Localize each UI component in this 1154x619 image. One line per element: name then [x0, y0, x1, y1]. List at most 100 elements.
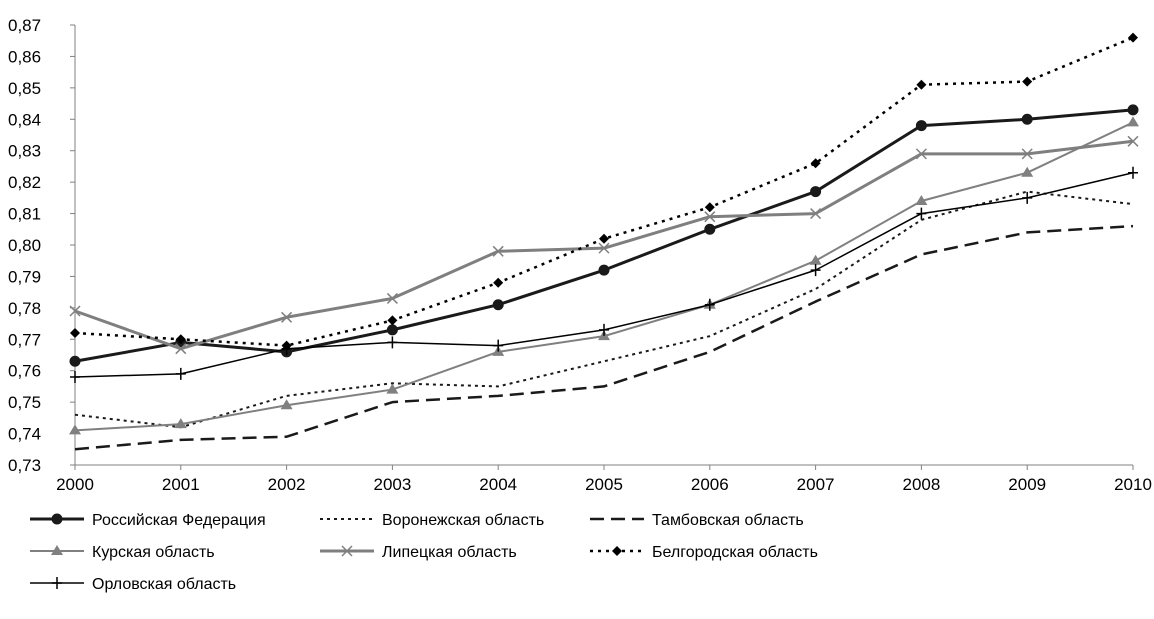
data-point — [1022, 191, 1033, 204]
legend-marker — [341, 545, 353, 557]
y-tick-label: 0,75 — [8, 393, 41, 412]
y-tick-label: 0,81 — [8, 205, 41, 224]
legend-item: Тамбовская область — [590, 512, 804, 529]
y-tick-label: 0,76 — [8, 362, 41, 381]
data-point — [704, 223, 716, 235]
data-point — [70, 371, 80, 383]
series-line — [74, 224, 1134, 451]
data-point — [1021, 166, 1034, 177]
y-tick-label: 0,73 — [8, 456, 41, 475]
data-point — [810, 264, 821, 277]
data-point — [175, 343, 187, 355]
data-point — [492, 245, 504, 257]
legend: Российская Федерация Воронежская область Т… — [30, 512, 818, 593]
legend-label: Курская область — [92, 544, 215, 561]
data-point — [1021, 148, 1033, 160]
legend-marker — [52, 577, 62, 589]
data-point — [599, 323, 609, 336]
data-point — [281, 311, 293, 323]
data-point — [386, 292, 398, 304]
x-tick-label: 2005 — [585, 475, 623, 494]
x-tick-label: 2002 — [268, 475, 306, 494]
data-point — [69, 355, 81, 367]
y-tick-label: 0,86 — [8, 47, 41, 66]
data-point — [69, 424, 81, 435]
y-tick-label: 0,78 — [8, 299, 41, 318]
data-point — [599, 233, 609, 244]
legend-item: Орловская область — [30, 576, 236, 593]
legend-item: Липецкая область — [320, 544, 517, 561]
legend-label: Орловская область — [92, 576, 236, 593]
data-point — [387, 336, 398, 349]
y-tick-label: 0,87 — [8, 16, 41, 35]
y-tick-label: 0,74 — [8, 425, 41, 444]
x-tick-label: 2006 — [691, 475, 729, 494]
data-point — [809, 254, 822, 265]
y-tick-label: 0,79 — [8, 267, 41, 286]
y-tick-label: 0,83 — [8, 142, 41, 161]
data-point — [1127, 116, 1139, 127]
legend-item: Курская область — [30, 544, 215, 561]
data-point — [916, 207, 927, 220]
series-6 — [70, 32, 1138, 351]
x-tick-label: 2001 — [162, 475, 200, 494]
series-7 — [70, 166, 1138, 383]
data-point — [1128, 32, 1138, 43]
data-point — [810, 208, 822, 220]
series-line — [74, 36, 1134, 347]
x-tick-label: 2010 — [1114, 475, 1152, 494]
data-point — [386, 383, 399, 394]
series-5 — [69, 135, 1139, 355]
x-tick-label: 2007 — [797, 475, 835, 494]
x-tick-label: 2004 — [479, 475, 517, 494]
legend-item: Воронежская область — [320, 512, 544, 529]
data-point — [915, 148, 927, 160]
data-point — [1127, 104, 1139, 116]
y-axis-ticks: 0,73 0,74 0,75 0,76 0,77 0,78 0,79 0,80 0,81 0,82… — [8, 16, 75, 475]
x-axis-ticks: 2000 2001 2002 2003 2004 2005 2006 2007 2008 2009… — [56, 465, 1152, 494]
y-tick-label: 0,80 — [8, 236, 41, 255]
data-point — [70, 328, 80, 338]
data-point — [810, 186, 822, 198]
data-point — [492, 299, 504, 311]
data-point — [1127, 135, 1139, 147]
series-1 — [69, 104, 1139, 367]
series-3 — [74, 224, 1134, 451]
data-point — [915, 120, 927, 132]
data-point — [916, 79, 927, 90]
legend-marker — [612, 546, 622, 556]
x-tick-label: 2009 — [1008, 475, 1046, 494]
series-line — [74, 190, 1134, 429]
data-point — [1021, 113, 1033, 125]
legend-item: Белгородская область — [590, 544, 818, 561]
y-tick-label: 0,82 — [8, 173, 41, 192]
legend-label: Российская Федерация — [92, 512, 266, 529]
data-point — [69, 305, 81, 317]
data-point — [1022, 76, 1033, 87]
y-tick-label: 0,85 — [8, 79, 41, 98]
data-point — [493, 339, 504, 352]
legend-label: Липецкая область — [382, 544, 517, 561]
data-point — [386, 324, 398, 336]
data-point — [704, 202, 715, 213]
data-point — [1128, 166, 1138, 179]
data-point — [598, 242, 610, 254]
y-tick-label: 0,77 — [8, 330, 41, 349]
series-lines — [69, 32, 1139, 451]
x-tick-label: 2008 — [902, 475, 940, 494]
legend-item: Российская Федерация — [30, 512, 266, 529]
series-2 — [74, 190, 1134, 429]
series-line — [74, 121, 1134, 432]
legend-marker — [51, 545, 63, 555]
data-point — [915, 195, 928, 205]
data-point — [174, 418, 187, 429]
data-point — [387, 315, 398, 326]
data-point — [281, 342, 292, 355]
data-point — [493, 277, 504, 288]
legend-label: Воронежская область — [382, 512, 544, 529]
data-point — [280, 399, 293, 410]
legend-label: Белгородская область — [652, 544, 818, 561]
legend-marker — [51, 513, 63, 525]
series-line — [74, 139, 1134, 351]
